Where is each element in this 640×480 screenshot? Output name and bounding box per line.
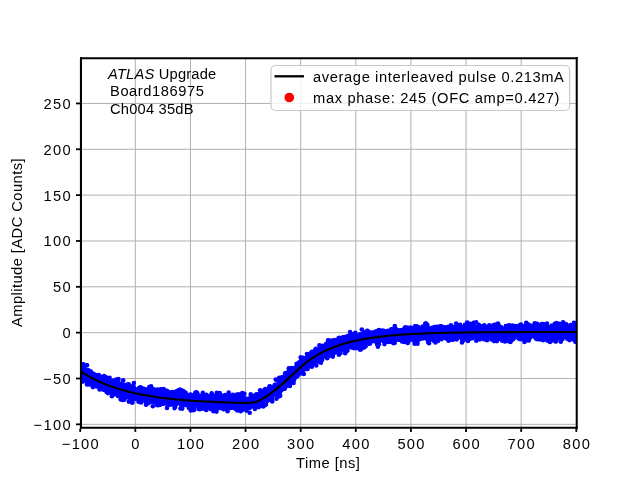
svg-text:500: 500 [397, 436, 425, 452]
svg-text:300: 300 [287, 436, 315, 452]
svg-text:−100: −100 [34, 417, 72, 433]
svg-text:150: 150 [43, 188, 72, 204]
svg-text:0: 0 [131, 436, 140, 452]
svg-text:400: 400 [342, 436, 370, 452]
svg-text:600: 600 [452, 436, 480, 452]
svg-text:100: 100 [177, 436, 205, 452]
svg-text:250: 250 [43, 96, 72, 112]
svg-text:−100: −100 [62, 436, 100, 452]
svg-text:max phase: 245 (OFC amp=0.427): max phase: 245 (OFC amp=0.427) [313, 90, 560, 106]
svg-text:100: 100 [43, 233, 72, 249]
svg-text:800: 800 [563, 436, 591, 452]
svg-text:200: 200 [43, 142, 72, 158]
svg-text:average interleaved pulse 0.21: average interleaved pulse 0.213mA [313, 69, 565, 85]
svg-text:200: 200 [232, 436, 260, 452]
svg-text:50: 50 [53, 279, 72, 295]
svg-text:700: 700 [508, 436, 536, 452]
svg-text:0: 0 [62, 325, 72, 341]
svg-text:Board186975: Board186975 [110, 83, 205, 99]
svg-text:Amplitude [ADC Counts]: Amplitude [ADC Counts] [9, 158, 25, 327]
svg-text:ATLAS Upgrade: ATLAS Upgrade [107, 66, 216, 82]
svg-text:Ch004 35dB: Ch004 35dB [110, 101, 194, 117]
svg-text:Time [ns]: Time [ns] [296, 455, 360, 471]
svg-text:−50: −50 [43, 371, 72, 387]
